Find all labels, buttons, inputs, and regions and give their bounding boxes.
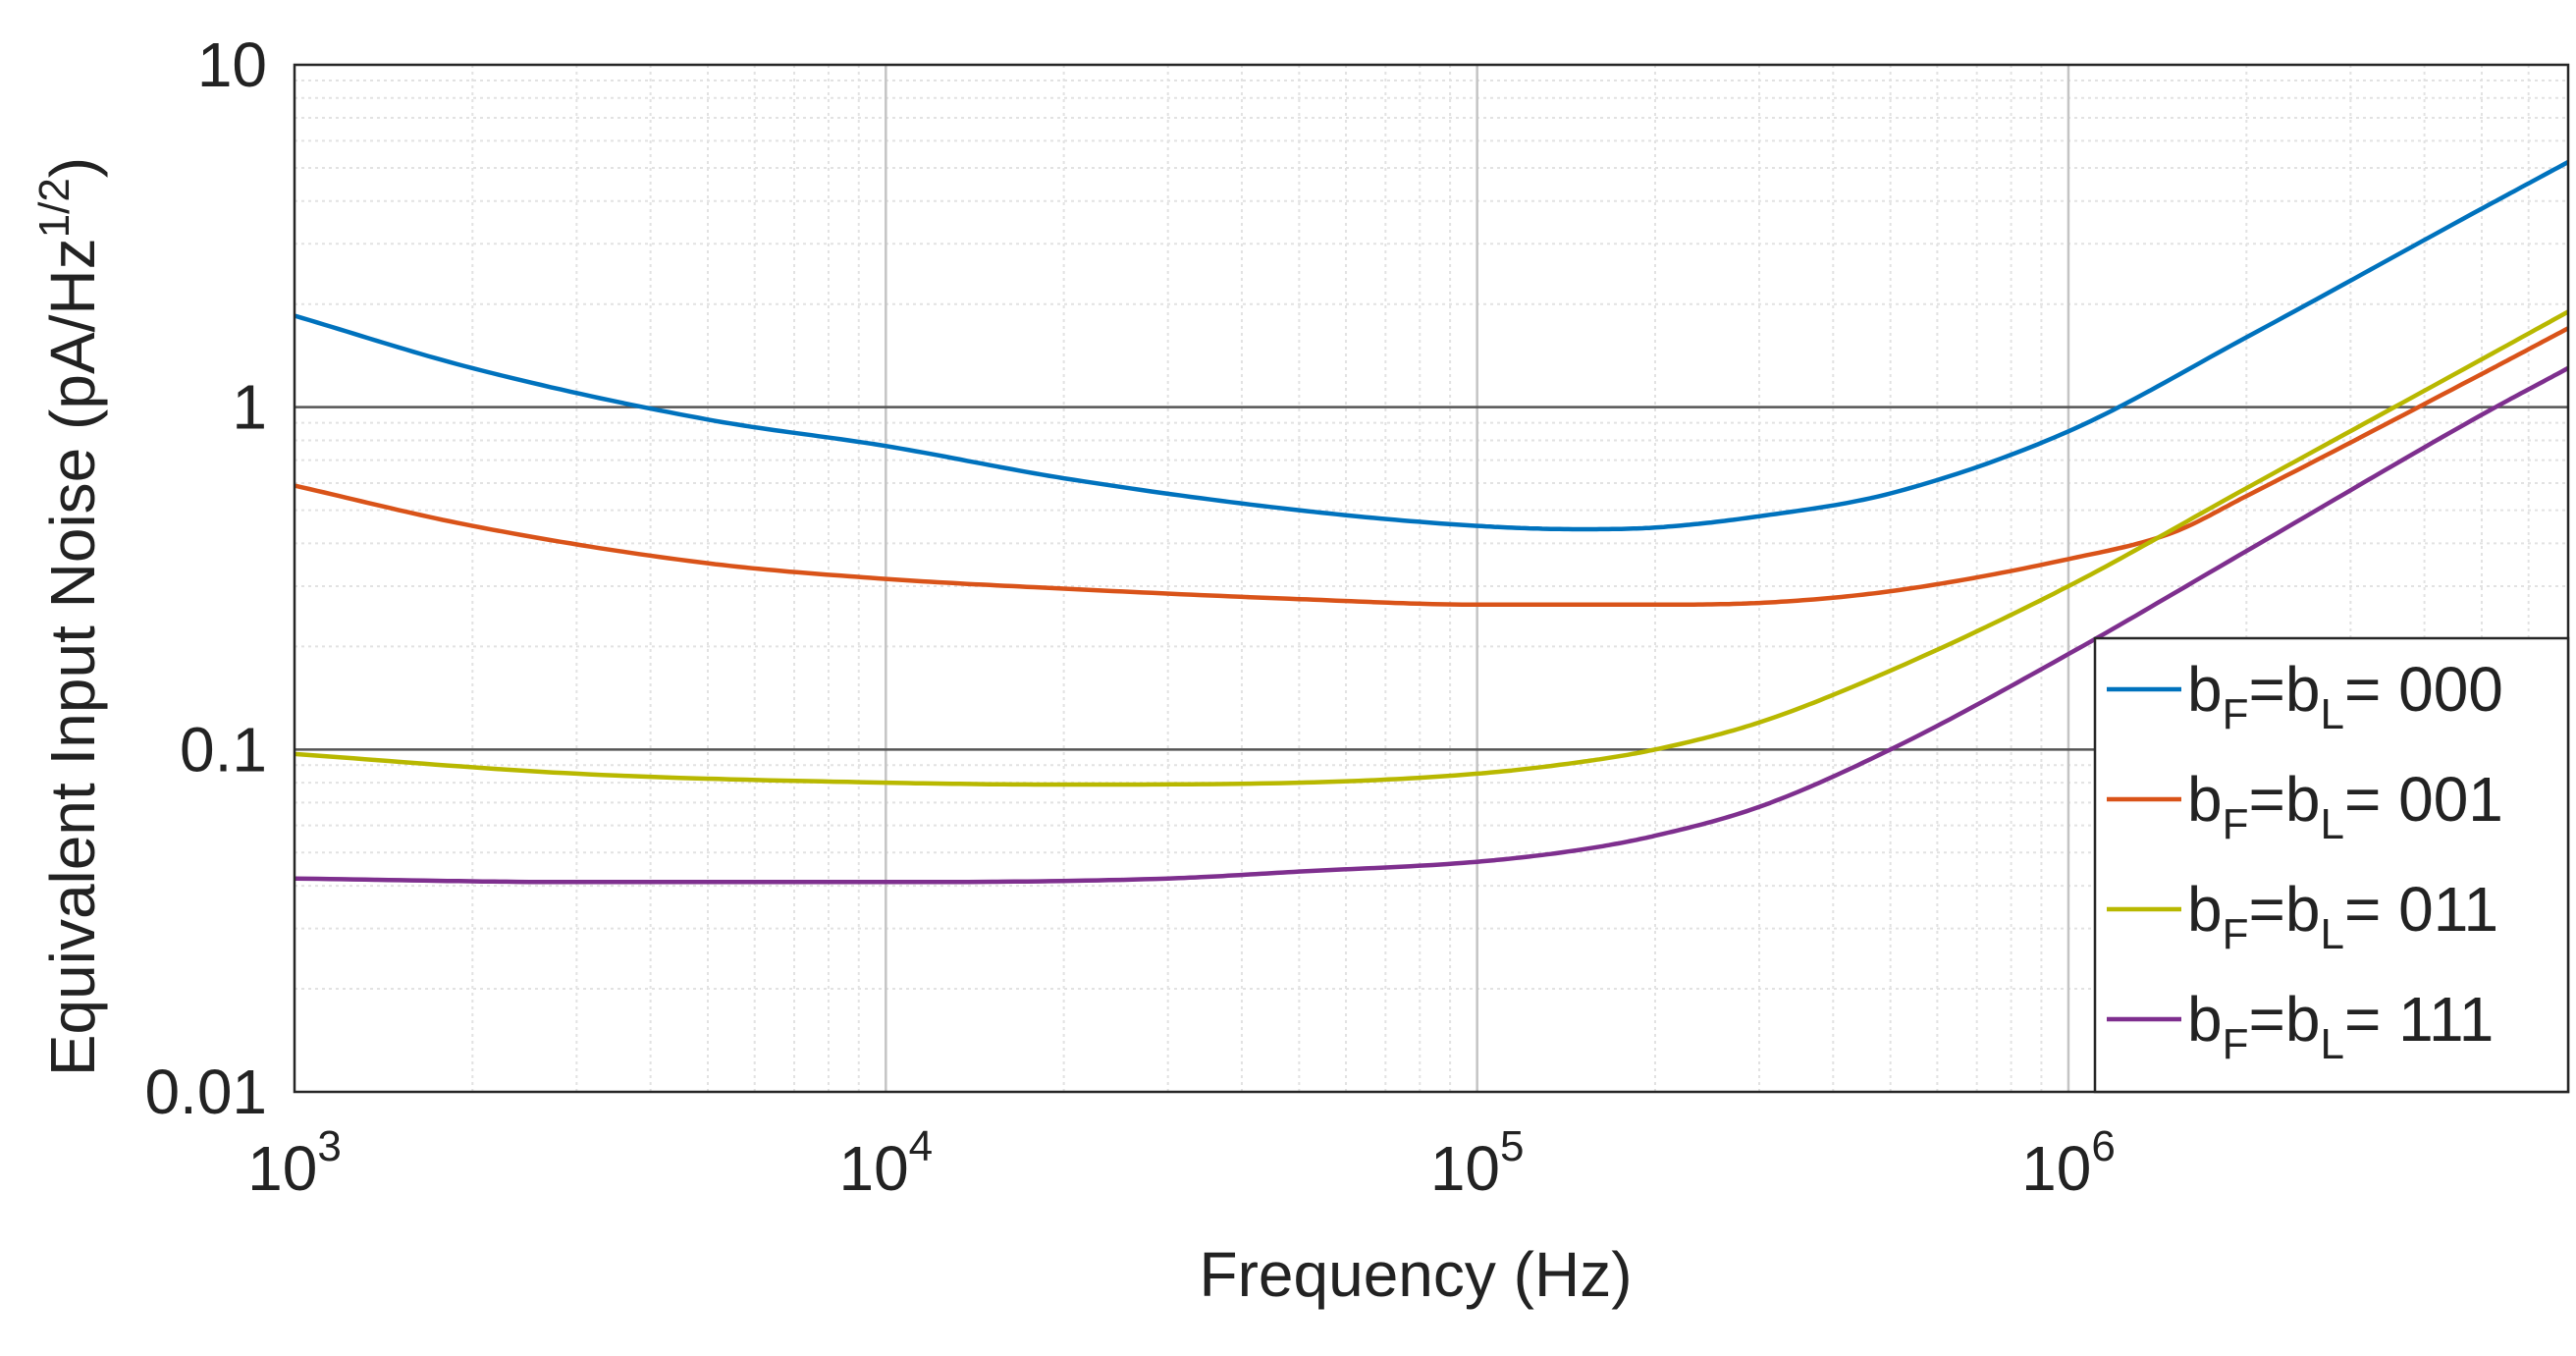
series-line-0 — [294, 160, 2570, 532]
x-tick-label-0: 103 — [247, 1122, 342, 1204]
series-line-2 — [294, 309, 2570, 787]
axes-frame — [293, 63, 2570, 1094]
legend-label-0: bF=bL= 000 — [2187, 654, 2503, 738]
plot-border — [293, 63, 2570, 1094]
x-tick-labels: 103 104 105 106 — [247, 1122, 2116, 1204]
series-line-1 — [294, 326, 2570, 608]
y-tick-label-1: 0.1 — [180, 714, 267, 785]
y-tick-label-3: 10 — [197, 29, 267, 100]
legend: bF=bL= 000 bF=bL= 001 bF=bL= 011 bF=bL= 111 — [2093, 636, 2570, 1094]
series-line-3 — [294, 365, 2570, 885]
y-tick-labels: 0.01 0.1 1 10 — [144, 29, 267, 1127]
legend-box — [2093, 636, 2570, 1094]
major-grid — [295, 65, 2568, 1092]
x-tick-label-2: 105 — [1430, 1122, 1525, 1204]
x-tick-label-3: 106 — [2021, 1122, 2116, 1204]
legend-label-1: bF=bL= 001 — [2187, 764, 2503, 848]
minor-grid — [295, 65, 2568, 1092]
legend-label-2: bF=bL= 011 — [2187, 874, 2498, 958]
y-tick-label-0: 0.01 — [144, 1057, 267, 1127]
y-tick-label-2: 1 — [232, 372, 267, 443]
x-axis-label: Frequency (Hz) — [1200, 1239, 1633, 1310]
series-layer — [294, 160, 2570, 885]
x-tick-label-1: 104 — [838, 1122, 933, 1204]
legend-label-3: bF=bL= 111 — [2187, 984, 2494, 1068]
y-axis-label: Equivalent Input Noise (pA/Hz1/2) — [30, 157, 108, 1076]
